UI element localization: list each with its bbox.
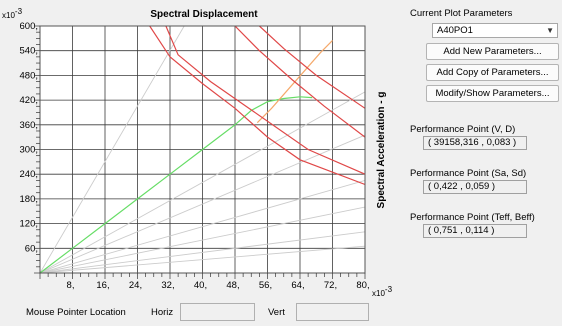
- right-panel: Current Plot Parameters A40PO1 ▼ Add New…: [405, 0, 562, 300]
- x-tick-label: 64,: [291, 280, 304, 291]
- chart-title: Spectral Displacement: [150, 9, 258, 20]
- series-line: [234, 26, 365, 138]
- y-axis-title: Spectral Acceleration - g: [376, 92, 387, 209]
- x-tick-label: 8,: [67, 280, 75, 291]
- y-tick-label: 360,: [20, 120, 39, 131]
- y-exponent-power: -3: [15, 7, 23, 16]
- vert-field: [296, 303, 369, 321]
- add-new-parameters-button[interactable]: Add New Parameters...: [426, 43, 559, 60]
- y-exponent-base: x10: [2, 11, 15, 20]
- x-exponent-power: -3: [385, 285, 393, 294]
- modify-show-parameters-button[interactable]: Modify/Show Parameters...: [426, 85, 559, 102]
- series-line: [40, 96, 313, 273]
- y-tick-label: 600,: [20, 21, 39, 32]
- x-tick-label: 40,: [194, 280, 207, 291]
- series-line: [40, 26, 185, 273]
- y-tick-label: 420,: [20, 95, 39, 106]
- pp-sasd-label: Performance Point (Sa, Sd): [410, 168, 527, 179]
- series-line: [256, 39, 333, 124]
- pp-sasd-value: ( 0,422 , 0,059 ): [423, 180, 527, 194]
- pp-teff-label: Performance Point (Teff, Beff): [410, 212, 535, 223]
- param-select[interactable]: A40PO1 ▼: [432, 23, 558, 38]
- series-line: [165, 26, 365, 175]
- x-exponent-base: x10: [372, 289, 385, 298]
- chart-svg: 8, 16, 24, 32, 40, 48, 56, 64, 72, 80, 60, 120, 180,…: [2, 7, 393, 298]
- current-params-label: Current Plot Parameters: [410, 8, 513, 19]
- x-tick-label: 24,: [129, 280, 142, 291]
- x-tick-label: 48,: [226, 280, 239, 291]
- series-line: [40, 245, 365, 273]
- pp-vd-label: Performance Point (V, D): [410, 124, 516, 135]
- pp-vd-value: ( 39158,316 , 0,083 ): [423, 136, 527, 150]
- x-tick-label: 72,: [324, 280, 337, 291]
- y-tick-label: 180,: [20, 194, 39, 205]
- param-select-value: A40PO1: [437, 25, 473, 36]
- bottom-bar: Mouse Pointer Location Horiz Vert: [0, 300, 562, 326]
- spectral-chart: 8, 16, 24, 32, 40, 48, 56, 64, 72, 80, 60, 120, 180,…: [2, 7, 393, 298]
- x-exponent: x10-3: [372, 285, 393, 298]
- y-tick-label: 300,: [20, 145, 39, 156]
- series-group: [40, 26, 365, 273]
- mouse-pointer-label: Mouse Pointer Location: [26, 307, 126, 318]
- horiz-label: Horiz: [151, 307, 174, 318]
- y-tick-label: 240,: [20, 169, 39, 180]
- add-copy-parameters-button[interactable]: Add Copy of Parameters...: [426, 64, 559, 81]
- x-tick-label: 16,: [96, 280, 109, 291]
- y-tick-label: 60,: [25, 243, 38, 254]
- vert-label: Vert: [268, 307, 285, 318]
- y-tick-label: 120,: [20, 219, 39, 230]
- series-line: [40, 179, 365, 273]
- series-line: [149, 26, 365, 186]
- series-line: [258, 26, 365, 109]
- horiz-field: [180, 303, 255, 321]
- y-tick-label: 540,: [20, 46, 39, 57]
- series-line: [40, 91, 365, 273]
- y-tick-label: 480,: [20, 70, 39, 81]
- series-line: [40, 134, 365, 273]
- series-line: [40, 231, 365, 273]
- x-tick-label: 32,: [161, 280, 174, 291]
- x-tick-label: 56,: [259, 280, 272, 291]
- y-exponent: x10-3: [2, 7, 23, 20]
- pp-teff-value: ( 0,751 , 0,114 ): [423, 224, 527, 238]
- chevron-down-icon[interactable]: ▼: [546, 26, 554, 35]
- x-tick-label: 80,: [356, 280, 369, 291]
- series-line: [40, 206, 365, 273]
